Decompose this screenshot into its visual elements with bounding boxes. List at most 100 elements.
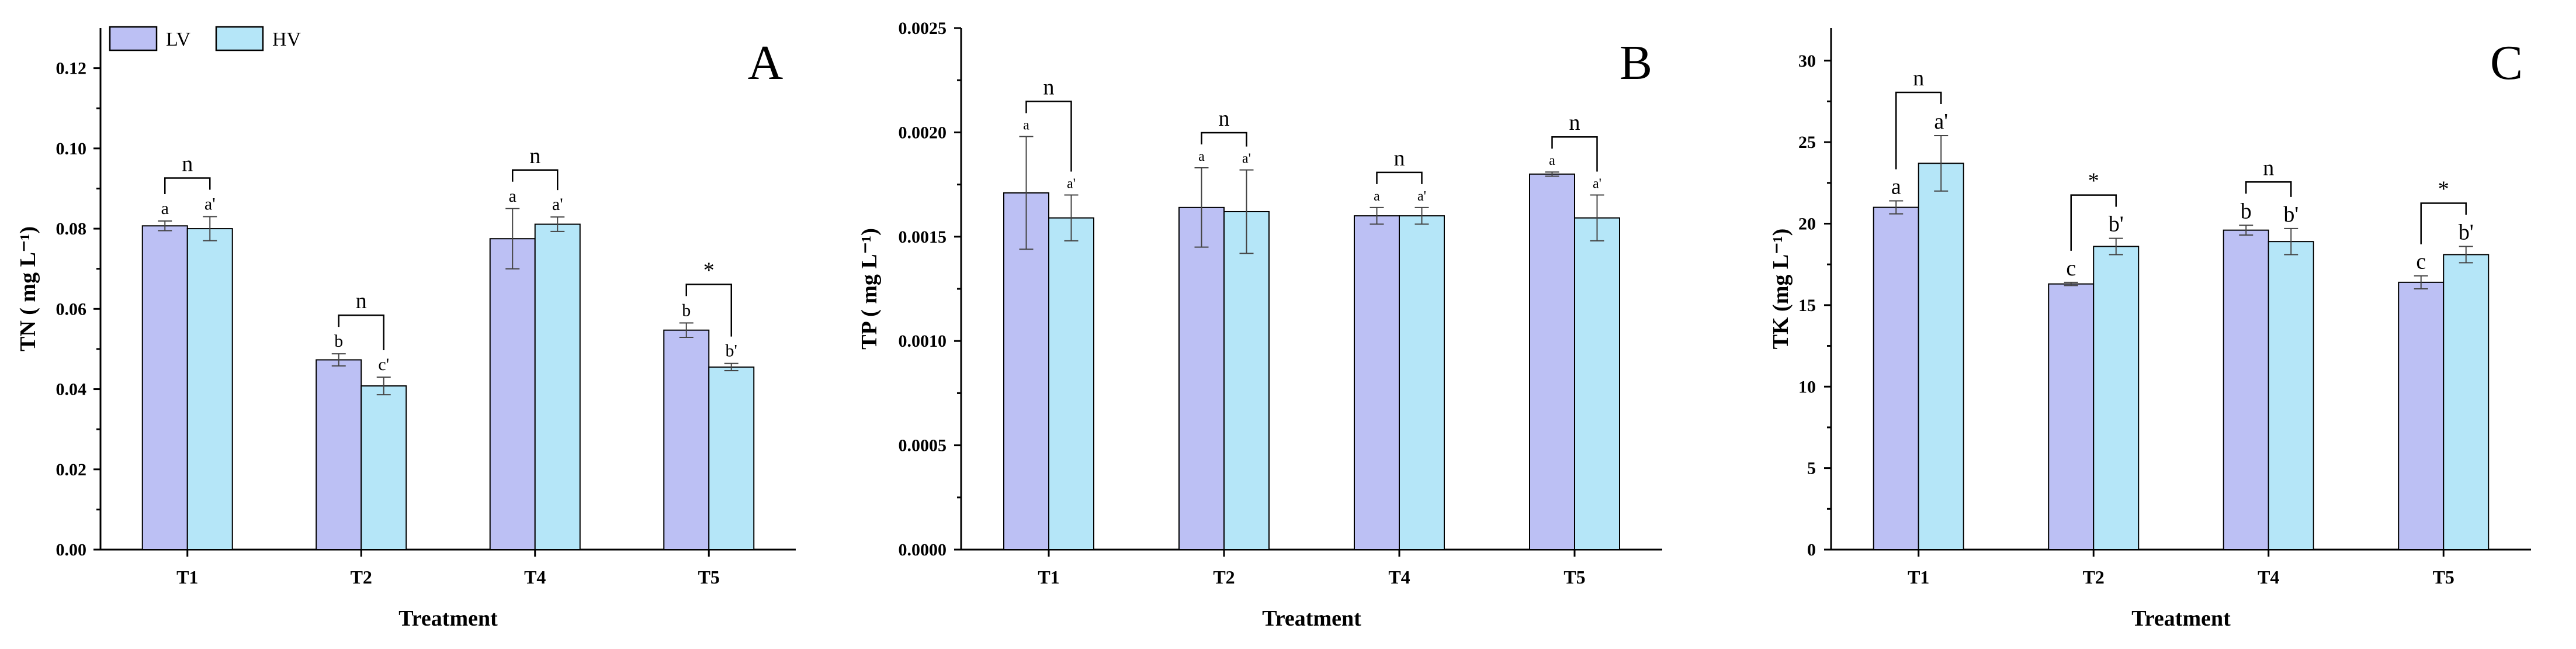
significance-letter: b' (2283, 202, 2298, 227)
y-tick-label: 15 (1798, 296, 1816, 315)
legend: LV HV (109, 26, 301, 51)
y-tick-label: 0.12 (56, 59, 87, 78)
bar-hv (2443, 254, 2490, 550)
y-tick-label: 25 (1798, 133, 1816, 152)
bar-hv (360, 385, 407, 551)
comparison-bracket (164, 177, 211, 195)
bar-lv (1178, 206, 1225, 550)
significance-letter: a' (1242, 151, 1251, 167)
significance-letter: a' (1067, 176, 1076, 191)
comparison-bracket (1895, 91, 1942, 170)
comparison-bracket (2245, 181, 2292, 197)
significance-letter: a' (204, 194, 216, 213)
significance-letter: a (1549, 153, 1555, 168)
significance-letter: b (334, 332, 343, 351)
significance-letter: a (1023, 118, 1029, 133)
y-tick-label: 0.02 (56, 460, 87, 479)
comparison-sig: n (2263, 156, 2274, 180)
panel-letter: A (748, 36, 783, 90)
significance-letter: b' (2109, 212, 2124, 237)
x-tick-label: T2 (351, 567, 372, 588)
legend-label-hv: HV (272, 29, 301, 50)
y-tick-label: 0.0005 (899, 436, 947, 455)
comparison-sig: * (2088, 169, 2099, 194)
x-tick-label: T2 (2083, 567, 2105, 588)
comparison-sig: n (1219, 106, 1230, 131)
x-tick-label: T5 (698, 567, 720, 588)
legend-swatch-hv (215, 26, 264, 51)
x-tick-label: T4 (2258, 567, 2279, 588)
bar-lv (141, 225, 188, 550)
bar-hv (1574, 217, 1620, 550)
significance-letter: a (161, 199, 169, 218)
legend-label-lv: LV (166, 29, 191, 50)
significance-letter: c (2416, 250, 2426, 274)
bar-hv (708, 366, 755, 550)
bar-hv (2268, 241, 2314, 551)
comparison-sig: n (1569, 111, 1580, 135)
comparison-bracket (1551, 136, 1598, 172)
significance-letter: a (1891, 174, 1901, 199)
chart-panel-b: 0.0000 0.0005 0.0010 0.0015 0.0020 0.0025 TP (… (857, 19, 1662, 631)
x-tick-label: T1 (1038, 567, 1059, 588)
chart-panel-c: 0 5 10 15 20 25 30 TK (mg L⁻¹) Treatment C T1 a a' n T… (1769, 28, 2531, 631)
comparison-sig: * (2438, 177, 2449, 202)
comparison-bracket (2420, 202, 2467, 244)
panel-letter: C (2490, 36, 2523, 90)
bar-hv (1223, 210, 1270, 550)
comparison-sig: n (356, 289, 367, 313)
bar-hv (1048, 217, 1094, 550)
x-axis-title: Treatment (2131, 606, 2231, 631)
x-axis-title: Treatment (1262, 606, 1361, 631)
significance-letter: a (1374, 189, 1380, 204)
bar-lv (2398, 281, 2445, 550)
y-tick-label: 0.06 (56, 299, 87, 319)
y-tick-label: 0.10 (56, 139, 87, 158)
bar-lv (1354, 215, 1400, 550)
y-axis-title: TK (mg L⁻¹) (1769, 229, 1793, 350)
x-tick-label: T1 (1908, 567, 1929, 588)
significance-letter: a' (1417, 189, 1426, 204)
y-tick-label: 0.00 (56, 540, 87, 560)
y-tick-label: 0.04 (56, 380, 87, 399)
bar-hv (186, 228, 233, 551)
panel-letter: B (1620, 36, 1652, 90)
y-tick-label: 0.0020 (899, 123, 947, 142)
y-axis-title: TN ( mg L⁻¹) (16, 226, 40, 351)
bar-lv (316, 359, 362, 550)
significance-letter: a' (1934, 109, 1948, 134)
comparison-sig: n (1394, 146, 1405, 171)
bar-hv (1399, 215, 1445, 550)
significance-letter: c (2066, 256, 2076, 281)
comparison-bracket (512, 169, 559, 191)
bar-lv (2048, 283, 2095, 550)
bar-lv (663, 329, 710, 550)
significance-letter: b' (726, 341, 737, 361)
y-tick-label: 0.08 (56, 219, 87, 239)
comparison-bracket (1376, 171, 1423, 184)
significance-letter: c' (378, 355, 389, 374)
y-tick-label: 5 (1807, 459, 1816, 478)
comparison-bracket (1025, 101, 1072, 172)
comparison-sig: n (529, 144, 540, 168)
x-tick-label: T4 (524, 567, 546, 588)
y-tick-label: 0 (1807, 540, 1816, 560)
y-tick-label: 20 (1798, 215, 1816, 234)
y-tick-label: 30 (1798, 51, 1816, 71)
x-tick-label: T2 (1213, 567, 1235, 588)
comparison-bracket (685, 284, 732, 337)
comparison-bracket (2070, 194, 2117, 251)
significance-letter: b (2241, 199, 2252, 223)
comparison-sig: * (703, 258, 715, 282)
significance-letter: a' (552, 195, 563, 214)
y-axis-title: TP ( mg L⁻¹) (857, 228, 882, 350)
y-tick-label: 0.0015 (899, 227, 947, 247)
comparison-sig: n (1043, 75, 1055, 100)
chart-panel-a: 0.00 0.02 0.04 0.06 0.08 0.10 0.12 TN ( mg L⁻¹)… (16, 28, 796, 631)
bar-lv (489, 238, 536, 550)
x-tick-label: T5 (1563, 567, 1585, 588)
bar-lv (1003, 192, 1049, 550)
bar-hv (2093, 246, 2140, 550)
bar-hv (534, 223, 581, 550)
